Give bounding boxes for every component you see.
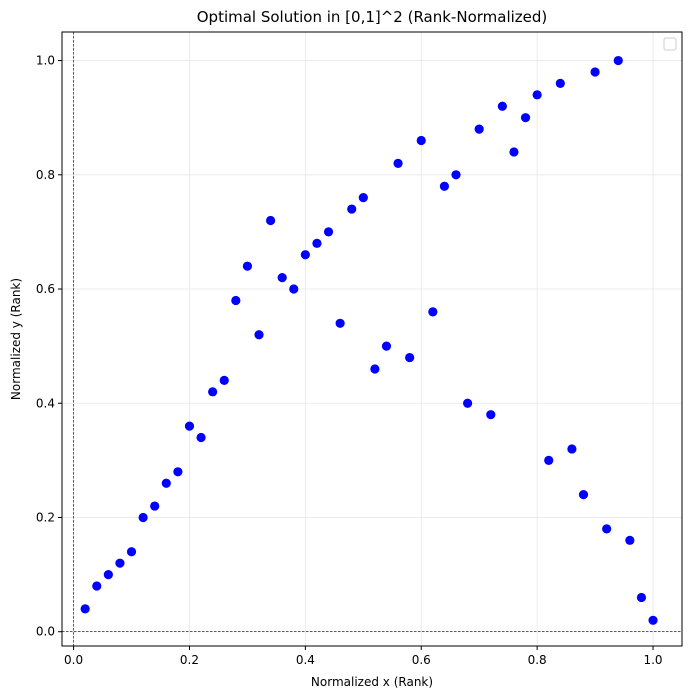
data-point xyxy=(393,158,403,168)
x-tick-label: 0.2 xyxy=(180,653,199,667)
data-point xyxy=(208,387,218,397)
reference-lines xyxy=(62,32,682,646)
data-point xyxy=(381,341,392,351)
y-tick-label: 0.2 xyxy=(36,510,55,524)
data-point xyxy=(474,124,484,134)
data-point xyxy=(509,147,519,157)
y-tick-label: 0.6 xyxy=(36,282,55,296)
data-point xyxy=(254,330,264,340)
data-point xyxy=(150,501,160,511)
grid xyxy=(62,32,682,646)
data-point xyxy=(578,490,589,500)
data-point xyxy=(173,467,183,477)
x-tick-label: 1.0 xyxy=(643,653,662,667)
data-point xyxy=(126,547,137,557)
data-point xyxy=(416,135,426,146)
data-point xyxy=(648,615,658,625)
data-point xyxy=(138,512,148,523)
data-point xyxy=(463,398,473,408)
data-point xyxy=(277,273,287,283)
x-tick-label: 0.8 xyxy=(528,653,547,667)
x-axis-label: Normalized x (Rank) xyxy=(311,675,433,689)
chart-title: Optimal Solution in [0,1]^2 (Rank-Normal… xyxy=(197,8,548,26)
data-point xyxy=(532,90,542,100)
data-point xyxy=(520,113,531,123)
x-tick-label: 0.4 xyxy=(296,653,315,667)
data-point xyxy=(80,604,90,614)
legend-box xyxy=(663,37,677,51)
data-point xyxy=(613,55,623,66)
data-point xyxy=(405,352,415,363)
data-point xyxy=(590,67,600,77)
data-point xyxy=(115,558,125,568)
axes-frame xyxy=(61,31,683,647)
y-tick-label: 0.4 xyxy=(36,396,55,410)
y-tick-label: 1.0 xyxy=(36,54,55,68)
ticks: 0.0 0.2 0.4 0.6 0.8 1.0 0.0 0.2 0.4 0.6 0.8 1.0 xyxy=(36,54,663,667)
y-tick-label: 0.0 xyxy=(36,625,55,639)
data-point xyxy=(219,375,229,386)
data-point xyxy=(358,193,368,203)
data-point xyxy=(428,307,438,317)
data-point xyxy=(486,410,496,420)
data-point xyxy=(625,535,635,545)
data-point xyxy=(370,364,380,374)
data-point xyxy=(451,170,461,180)
y-tick-label: 0.8 xyxy=(36,168,55,182)
data-points xyxy=(80,55,658,625)
data-point xyxy=(265,215,276,226)
y-axis-label: Normalized y (Rank) xyxy=(9,278,23,400)
data-point xyxy=(184,421,195,431)
data-point xyxy=(602,524,612,534)
data-point xyxy=(196,432,206,443)
data-point xyxy=(555,78,565,89)
data-point xyxy=(323,227,334,237)
x-tick-label: 0.0 xyxy=(64,653,83,667)
data-point xyxy=(439,181,450,191)
data-point xyxy=(347,204,357,214)
data-point xyxy=(242,261,253,271)
data-point xyxy=(497,101,507,111)
data-point xyxy=(289,284,299,294)
data-point xyxy=(300,250,310,260)
data-point xyxy=(312,238,322,248)
data-point xyxy=(92,581,102,591)
data-point xyxy=(544,455,554,465)
data-point xyxy=(231,295,241,306)
data-point xyxy=(335,318,345,328)
data-point xyxy=(636,592,647,603)
data-point xyxy=(567,444,577,454)
data-point xyxy=(161,478,171,488)
data-point xyxy=(103,570,113,580)
x-tick-label: 0.6 xyxy=(412,653,431,667)
